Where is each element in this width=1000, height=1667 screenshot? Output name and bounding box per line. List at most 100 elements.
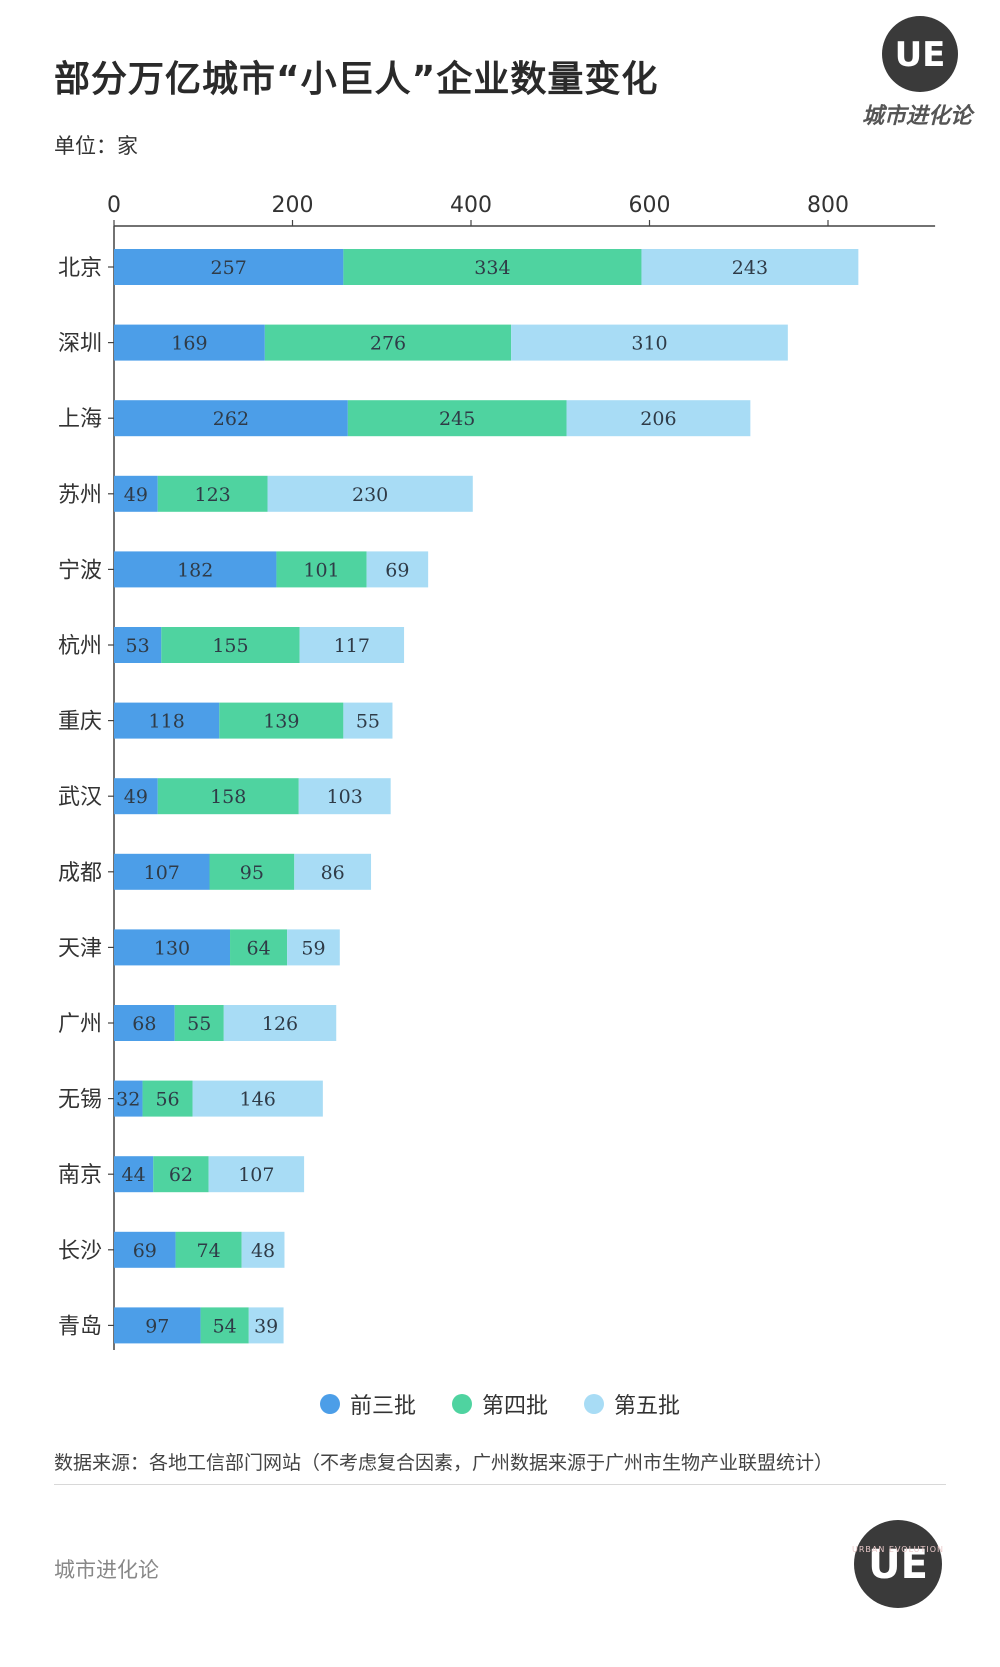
bar-segment bbox=[347, 400, 567, 437]
bar-segment bbox=[114, 551, 277, 588]
data-label: 126 bbox=[262, 1013, 298, 1035]
bar-segment bbox=[114, 1231, 176, 1268]
bar-segment bbox=[209, 853, 295, 890]
bar-segment bbox=[157, 778, 299, 815]
category-label: 武汉 bbox=[58, 785, 102, 810]
bar-segment bbox=[114, 475, 158, 512]
data-label: 310 bbox=[631, 333, 667, 355]
x-tick-label: 0 bbox=[107, 193, 121, 218]
legend-label-series-2: 第四批 bbox=[481, 1394, 548, 1419]
data-label: 117 bbox=[334, 635, 370, 657]
data-label: 182 bbox=[177, 559, 213, 581]
footer-brand-name: 城市进化论 bbox=[54, 1558, 159, 1582]
x-tick-label: 800 bbox=[807, 193, 849, 218]
data-label: 155 bbox=[212, 635, 248, 657]
chart-legend: 前三批 第四批 第五批 bbox=[0, 1388, 1000, 1420]
data-label: 206 bbox=[640, 408, 676, 430]
bar-segment bbox=[114, 1005, 175, 1041]
bar-segment bbox=[566, 400, 751, 437]
footer-logo-ring-text: URBAN EVOLUTION bbox=[852, 1545, 944, 1554]
bar-segment bbox=[264, 324, 512, 361]
bar-segment bbox=[114, 778, 158, 815]
unit-label: 单位：家 bbox=[54, 134, 138, 158]
bar-segment bbox=[223, 1005, 337, 1041]
category-label: 北京 bbox=[58, 256, 102, 281]
data-label: 68 bbox=[132, 1013, 156, 1035]
data-label: 59 bbox=[301, 937, 325, 959]
bar-segment bbox=[192, 1080, 323, 1117]
bar-segment bbox=[175, 1231, 242, 1268]
bar-segment bbox=[161, 627, 300, 663]
category-label: 青岛 bbox=[58, 1314, 102, 1339]
bar-segment bbox=[142, 1080, 193, 1117]
data-label: 86 bbox=[321, 862, 345, 884]
bar-segment bbox=[299, 627, 405, 663]
legend-marker-series-3 bbox=[584, 1394, 604, 1414]
data-label: 62 bbox=[169, 1164, 193, 1186]
category-label: 深圳 bbox=[58, 332, 102, 357]
bar-segment bbox=[366, 551, 429, 588]
data-label: 103 bbox=[327, 786, 363, 808]
data-label: 107 bbox=[238, 1164, 274, 1186]
data-label: 69 bbox=[133, 1240, 157, 1262]
category-label: 无锡 bbox=[58, 1088, 102, 1113]
data-label: 146 bbox=[240, 1089, 276, 1111]
category-label: 苏州 bbox=[58, 483, 102, 508]
data-label: 123 bbox=[194, 484, 230, 506]
data-label: 49 bbox=[124, 484, 148, 506]
ue-logo: UE bbox=[882, 16, 958, 92]
category-label: 宁波 bbox=[58, 558, 102, 583]
bar-segment bbox=[241, 1231, 285, 1268]
data-label: 95 bbox=[240, 862, 264, 884]
x-tick-label: 400 bbox=[450, 193, 492, 218]
data-label: 107 bbox=[144, 862, 180, 884]
category-label: 重庆 bbox=[58, 710, 102, 735]
bar-segment bbox=[208, 1156, 305, 1193]
data-label: 158 bbox=[210, 786, 246, 808]
bar-segment bbox=[114, 853, 210, 890]
x-tick-label: 600 bbox=[629, 193, 671, 218]
category-label: 上海 bbox=[58, 407, 102, 432]
footer-divider bbox=[54, 1484, 946, 1485]
legend-label-series-1: 前三批 bbox=[349, 1394, 416, 1419]
legend-item-series-3[interactable]: 第五批 bbox=[584, 1388, 680, 1420]
bar-segment bbox=[200, 1307, 249, 1344]
legend-marker-series-1 bbox=[319, 1394, 340, 1414]
bar-segment bbox=[219, 702, 344, 739]
bar-segment bbox=[114, 400, 348, 437]
brand-name: 城市进化论 bbox=[862, 103, 973, 129]
data-label: 48 bbox=[251, 1240, 275, 1262]
category-label: 天津 bbox=[58, 936, 102, 961]
data-label: 243 bbox=[732, 257, 768, 279]
bar-segment bbox=[157, 475, 268, 512]
data-label: 169 bbox=[171, 333, 207, 355]
category-label: 杭州 bbox=[58, 634, 102, 659]
bar-segment bbox=[511, 324, 788, 361]
bar-segment bbox=[114, 1307, 201, 1344]
data-label: 245 bbox=[439, 408, 475, 430]
bar-segment bbox=[114, 249, 344, 285]
bar-segment bbox=[114, 627, 162, 663]
data-label: 257 bbox=[211, 257, 247, 279]
bar-segment bbox=[153, 1156, 209, 1193]
bar-segment bbox=[343, 702, 393, 739]
bar-segment bbox=[276, 551, 367, 588]
data-label: 32 bbox=[116, 1089, 140, 1111]
data-label: 130 bbox=[154, 937, 190, 959]
bar-segment bbox=[343, 249, 642, 285]
data-label: 118 bbox=[149, 711, 185, 733]
data-label: 97 bbox=[145, 1315, 169, 1337]
footer-logo-letters: UE bbox=[868, 1542, 928, 1588]
category-label: 成都 bbox=[58, 861, 102, 886]
data-label: 139 bbox=[263, 711, 299, 733]
bar-segment bbox=[287, 929, 340, 966]
bar-segment bbox=[267, 475, 473, 512]
x-tick-label: 200 bbox=[272, 193, 314, 218]
bar-segment bbox=[298, 778, 391, 815]
data-label: 101 bbox=[303, 559, 339, 581]
legend-item-series-2[interactable]: 第四批 bbox=[451, 1388, 548, 1420]
data-label: 74 bbox=[197, 1240, 221, 1262]
bar-segment bbox=[114, 929, 231, 966]
data-source-note: 数据来源：各地工信部门网站（不考虑复合因素，广州数据来源于广州市生物产业联盟统计… bbox=[54, 1452, 834, 1474]
legend-item-series-1[interactable]: 前三批 bbox=[319, 1388, 416, 1420]
